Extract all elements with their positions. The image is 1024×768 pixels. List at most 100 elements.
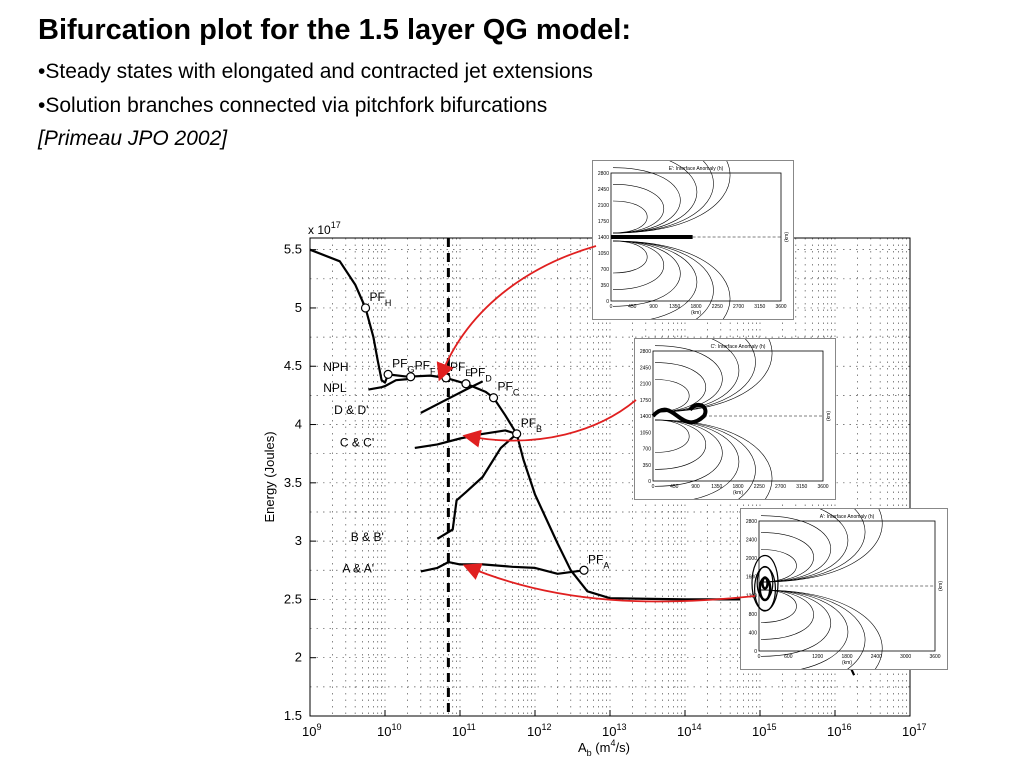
inset-contour: [654, 419, 756, 499]
branch-label: NPH: [323, 360, 348, 374]
slide-title: Bifurcation plot for the 1.5 layer QG mo…: [38, 14, 631, 46]
inset-y-tick: 1750: [598, 219, 609, 225]
inset-x-tick: 1800: [690, 304, 701, 310]
inset-contour: [612, 240, 698, 319]
bullet-1: •Steady states with elongated and contra…: [38, 60, 593, 83]
inset-y-tick: 2800: [746, 519, 757, 525]
y-multiplier: x 1017: [308, 220, 341, 237]
inset-y-tick: 2800: [640, 349, 651, 355]
inset-y-tick: 350: [601, 283, 610, 289]
inset-y-tick: 1050: [598, 251, 609, 257]
series-line-5: [420, 561, 585, 575]
bifurcation-point: [360, 303, 371, 313]
inset-y-tick: 2100: [640, 382, 651, 388]
inset-jet: [651, 402, 708, 425]
inset-contour: [654, 419, 690, 453]
inset-c-prime: C': Interface Anomaly (h) 2800 2450 2100 175…: [634, 338, 836, 500]
bifurcation-label: PFF: [415, 359, 436, 377]
series-line-4: [436, 433, 518, 540]
inset-contour: [654, 419, 707, 470]
inset-x-tick: 3600: [775, 304, 786, 310]
inset-contour: [612, 240, 665, 290]
inset-x-tick: 600: [784, 654, 793, 660]
inset-contour: [654, 339, 773, 413]
x-tick-label: 1010: [377, 722, 401, 739]
branch-label: B & B': [351, 530, 384, 544]
inset-x-tick: 900: [691, 484, 700, 490]
inset-x-tick: 3000: [900, 654, 911, 660]
inset-contour: [612, 240, 648, 274]
bifurcation-point: [406, 372, 416, 382]
inset-a-prime: A': Interface Anomaly (h) 2800 2400 2000 160…: [740, 508, 948, 670]
inset-frame: [652, 350, 824, 482]
inset-x-tick: 2700: [733, 304, 744, 310]
inset-x-tick: 1800: [841, 654, 852, 660]
y-tick-label: 3: [295, 533, 302, 548]
inset-y-tick: 2800: [598, 171, 609, 177]
inset-y-tick: 350: [643, 463, 652, 469]
inset-contour: [760, 589, 849, 669]
inset-x-tick: 2700: [775, 484, 786, 490]
inset-x-tick: 3600: [817, 484, 828, 490]
inset-contour: [612, 184, 665, 234]
inset-y-tick: 0: [606, 299, 609, 305]
x-tick-label: 1011: [452, 722, 476, 739]
branch-label: A & A': [342, 562, 374, 576]
inset-contour: [760, 589, 832, 657]
inset-contour: [612, 200, 648, 234]
x-tick-label: 1012: [527, 722, 551, 739]
inset-y-unit: (km): [826, 411, 832, 421]
inset-y-tick: 2400: [746, 538, 757, 544]
bifurcation-point: [488, 393, 499, 403]
bifurcation-label: PFG: [392, 356, 414, 374]
inset-contour: [760, 509, 883, 583]
inset-y-tick: 2450: [640, 365, 651, 371]
inset-contour: [760, 509, 849, 583]
inset-plot: C': Interface Anomaly (h) 2800 2450 2100 175…: [640, 339, 832, 499]
inset-contour: [760, 515, 832, 583]
inset-x-unit: (km): [691, 310, 701, 316]
inset-y-tick: 700: [601, 267, 610, 273]
series-line-2: [420, 380, 484, 414]
inset-y-tick: 0: [754, 649, 757, 655]
inset-contour: [612, 240, 681, 307]
inset-y-tick: 1050: [640, 430, 651, 436]
bifurcation-point: [579, 565, 589, 575]
bifurcation-label: PFC: [498, 380, 520, 398]
y-tick-label: 2.5: [284, 591, 302, 606]
bifurcation-point: [512, 429, 522, 439]
bifurcation-label: PFH: [370, 290, 392, 308]
inset-x-tick: 3150: [796, 484, 807, 490]
inset-contour: [654, 419, 773, 499]
y-tick-label: 5: [295, 300, 302, 315]
inset-contour: [760, 589, 883, 669]
inset-contour: [760, 532, 814, 583]
inset-contour: [654, 345, 723, 413]
inset-contour: [654, 362, 707, 413]
inset-x-tick: 900: [649, 304, 658, 310]
inset-x-tick: 450: [628, 304, 637, 310]
y-tick-label: 4: [295, 417, 302, 432]
inset-y-tick: 2100: [598, 203, 609, 209]
branch-label: NPL: [323, 381, 347, 395]
inset-y-tick: 700: [643, 447, 652, 453]
inset-x-tick: 450: [670, 484, 679, 490]
inset-title: C': Interface Anomaly (h): [711, 344, 766, 350]
inset-x-unit: (km): [733, 490, 743, 496]
inset-x-unit: (km): [842, 660, 852, 666]
bifurcation-point: [383, 369, 393, 380]
inset-contour: [612, 240, 714, 319]
bullet-2: •Solution branches connected via pitchfo…: [38, 94, 548, 117]
inset-x-tick: 3600: [929, 654, 940, 660]
inset-contour: [612, 161, 731, 234]
x-tick-label: 1015: [752, 722, 776, 739]
inset-contour: [612, 161, 698, 234]
inset-x-tick: 1800: [732, 484, 743, 490]
inset-y-tick: 1400: [598, 235, 609, 241]
inset-x-tick: 2400: [871, 654, 882, 660]
inset-y-tick: 400: [749, 630, 758, 636]
inset-contour: [760, 589, 814, 640]
y-tick-label: 1.5: [284, 708, 302, 723]
inset-y-unit: (km): [938, 581, 944, 591]
inset-y-tick: 2000: [746, 556, 757, 562]
